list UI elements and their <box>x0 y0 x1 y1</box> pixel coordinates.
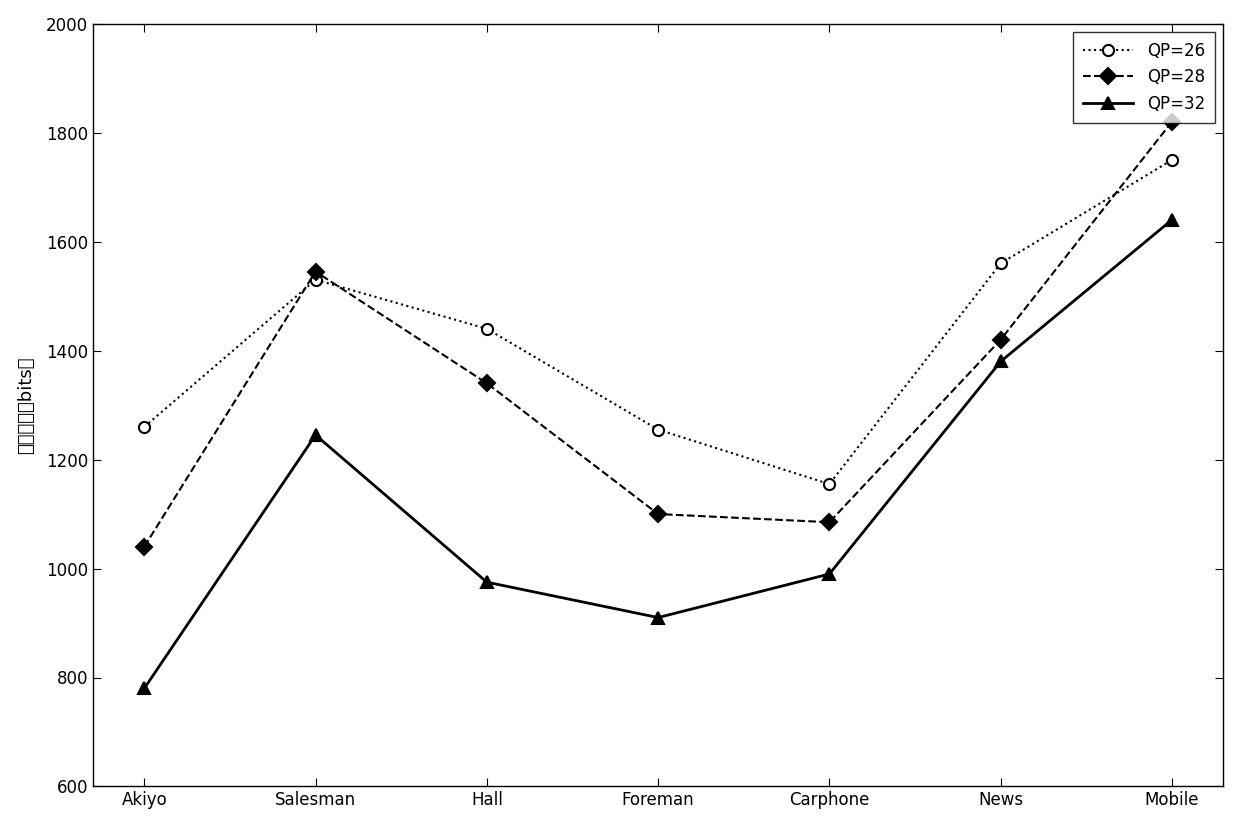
QP=28 <box>136 542 151 552</box>
QP=32 <box>822 569 837 579</box>
QP=28 <box>822 517 837 527</box>
Line: QP=28: QP=28 <box>139 116 1178 553</box>
QP=26 <box>308 275 322 285</box>
QP=32 <box>308 430 322 440</box>
QP=28 <box>651 509 666 519</box>
QP=26 <box>822 479 837 489</box>
Line: QP=26: QP=26 <box>139 154 1178 490</box>
QP=26 <box>651 425 666 434</box>
QP=26 <box>993 259 1008 268</box>
QP=26 <box>136 422 151 432</box>
QP=32 <box>136 683 151 693</box>
QP=32 <box>651 613 666 623</box>
QP=28 <box>308 267 322 277</box>
Y-axis label: 嵌入容量（bits）: 嵌入容量（bits） <box>16 356 35 453</box>
QP=32 <box>480 577 495 587</box>
QP=26 <box>1164 155 1179 165</box>
QP=28 <box>1164 116 1179 126</box>
Line: QP=32: QP=32 <box>138 214 1178 695</box>
Legend: QP=26, QP=28, QP=32: QP=26, QP=28, QP=32 <box>1074 32 1215 123</box>
QP=32 <box>993 357 1008 367</box>
QP=32 <box>1164 215 1179 225</box>
QP=28 <box>480 378 495 388</box>
QP=28 <box>993 335 1008 344</box>
QP=26 <box>480 324 495 334</box>
